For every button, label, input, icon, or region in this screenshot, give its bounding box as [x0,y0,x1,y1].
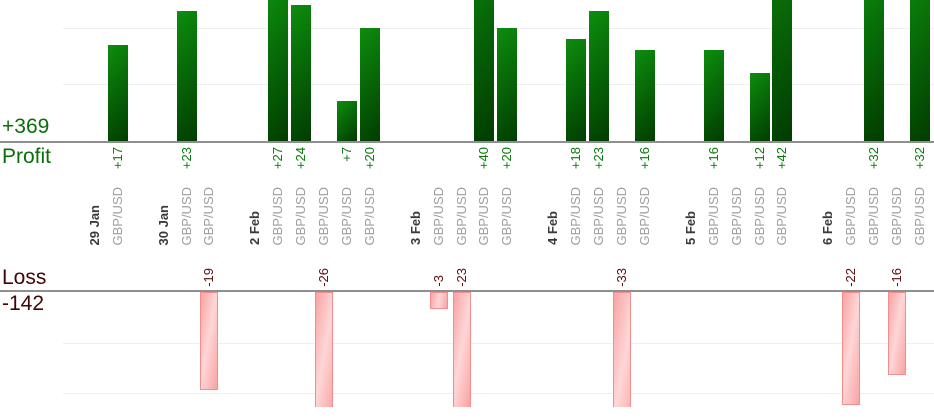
loss-bar [888,292,906,375]
loss-value-label: -23 [453,268,469,287]
profit-value-label: +16 [705,147,721,170]
profit-value-label: +20 [499,147,515,170]
profit-bar [566,38,587,141]
loss-total-label: -142 [2,292,45,315]
profit-chart-area [0,0,934,141]
profit-bar [268,0,289,141]
profit-bar [634,50,655,141]
instrument-label: GBP/USD [705,187,721,246]
instrument-label: GBP/USD [636,187,652,246]
date-label: 2 Feb [247,211,263,245]
loss-axis-line [0,290,934,292]
loss-value-label: -26 [316,268,331,287]
instrument-label: GBP/USD [430,187,446,246]
profit-value-label: +32 [911,147,927,170]
loss-bar [429,292,448,310]
instrument-label: GBP/USD [568,187,584,246]
loss-bar [842,292,861,406]
instrument-label: GBP/USD [866,187,882,246]
profit-value-label: +18 [568,147,584,170]
loss-gridline [63,393,934,394]
loss-value-label: -16 [889,268,904,287]
loss-value-label: -22 [843,268,859,287]
instrument-label: GBP/USD [293,187,309,246]
date-label: 4 Feb [545,211,561,245]
instrument-label: GBP/USD [911,187,927,246]
profit-bar [336,101,357,141]
profit-axis-line [0,141,934,143]
profit-bar [589,10,609,141]
instrument-label: GBP/USD [178,187,194,246]
profit-bar [107,44,128,141]
instrument-label: GBP/USD [338,187,354,246]
profit-value-label: +27 [270,147,286,170]
profit-value-label: +7 [338,147,354,162]
profit-value-label: +32 [866,147,882,170]
date-label: 3 Feb [407,211,423,245]
date-label: 30 Jan [155,204,171,245]
profit-value-label: +20 [361,147,377,170]
profit-bar [703,50,724,141]
instrument-label: GBP/USD [361,187,377,246]
loss-title: Loss [2,266,47,289]
instrument-label: GBP/USD [316,187,331,246]
profit-bar [772,0,793,141]
profit-title: Profit [2,145,52,168]
loss-chart-area [0,292,934,407]
instrument-label: GBP/USD [728,187,744,246]
profit-bar [474,0,495,141]
instrument-label: GBP/USD [614,187,629,246]
loss-bar [613,292,631,407]
profit-value-label: +12 [751,147,767,170]
loss-bar [200,292,219,390]
profit-value-label: +23 [591,147,606,170]
profit-total-label: +369 [2,115,50,138]
instrument-label: GBP/USD [591,187,606,246]
loss-gridline [63,342,934,344]
instrument-label: GBP/USD [201,187,217,246]
loss-bar [452,292,471,407]
instrument-label: GBP/USD [270,187,286,246]
profit-value-label: +40 [476,147,492,170]
instrument-label: GBP/USD [109,187,125,246]
instrument-label: GBP/USD [476,187,492,246]
instrument-label: GBP/USD [843,187,859,246]
profit-value-label: +42 [774,147,790,170]
loss-value-label: -3 [430,275,446,287]
profit-bar [497,27,518,141]
profit-value-label: +16 [636,147,652,170]
profit-bar [864,0,885,141]
instrument-label: GBP/USD [774,187,790,246]
loss-bar [315,292,333,407]
profit-bar [359,27,380,141]
profit-bar [291,4,312,141]
profit-value-label: +23 [178,147,194,170]
profit-value-label: +17 [109,147,125,170]
profit-bar [909,0,930,141]
profit-bar [176,10,197,141]
date-label: 6 Feb [820,211,836,245]
profit-value-label: +24 [293,147,309,170]
loss-value-label: -33 [614,268,629,287]
instrument-label: GBP/USD [751,187,767,246]
date-label: 5 Feb [682,211,698,245]
loss-value-label: -19 [201,268,217,287]
instrument-label: GBP/USD [453,187,469,246]
date-label: 29 Jan [86,204,102,245]
instrument-label: GBP/USD [499,187,515,246]
profit-bar [749,73,770,141]
instrument-label: GBP/USD [889,187,904,246]
